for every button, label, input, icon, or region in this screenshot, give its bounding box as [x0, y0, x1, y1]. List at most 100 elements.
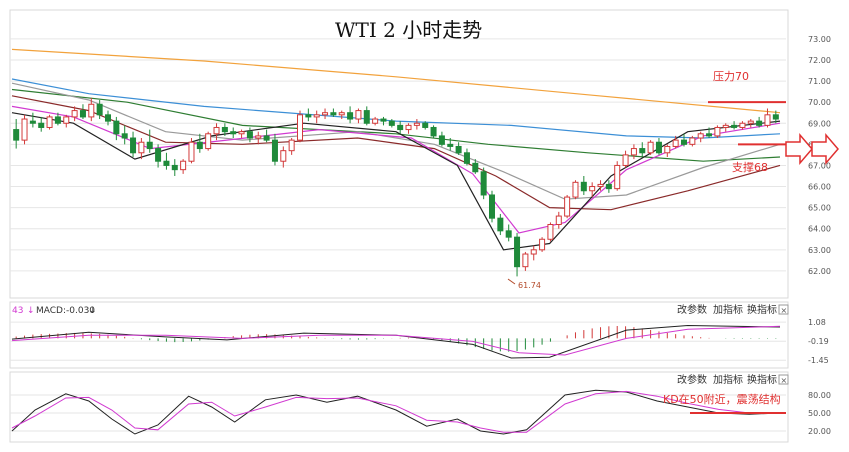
candle-body	[564, 196, 571, 217]
candle	[388, 119, 395, 128]
candle-body	[597, 183, 604, 188]
candle	[246, 127, 253, 143]
candle	[21, 114, 28, 145]
candle-body	[422, 122, 429, 128]
kd-d-line	[11, 390, 780, 433]
candle	[772, 110, 779, 124]
candle	[706, 127, 713, 139]
close-icon[interactable]: ×	[781, 306, 788, 315]
candle-body	[63, 116, 70, 124]
candle-body	[146, 141, 153, 150]
candle-body	[13, 129, 20, 141]
candle	[313, 110, 320, 124]
candle-body	[614, 164, 621, 190]
change-params-button[interactable]: 改参数	[677, 373, 707, 386]
candle-body	[655, 141, 662, 154]
candle	[205, 131, 212, 151]
candle	[146, 129, 153, 153]
resistance-label: 压力70	[713, 70, 749, 83]
candle-body	[689, 137, 696, 145]
candle-body	[113, 120, 120, 135]
candle-body	[647, 141, 654, 154]
candle	[363, 106, 370, 126]
candle	[438, 131, 445, 147]
candle-body	[255, 135, 262, 139]
candle	[714, 125, 721, 139]
candle-body	[555, 215, 562, 225]
candle	[163, 152, 170, 170]
low-price-pointer	[507, 278, 516, 285]
candle-body	[747, 120, 754, 124]
add-indicator-button[interactable]: 加指标	[713, 303, 743, 316]
close-button[interactable]	[778, 304, 789, 315]
candle-body	[472, 162, 479, 173]
candle	[29, 112, 36, 128]
candle	[488, 190, 496, 223]
candle	[196, 133, 203, 153]
candle-body	[764, 114, 771, 126]
candle	[263, 129, 270, 143]
macd-panel: 1.08 -0.19 -1.45 43 ↓ MACD:-0.030 ↓ 改参数 加指…	[9, 301, 829, 369]
macd-dea-line	[11, 325, 781, 356]
candle	[630, 144, 637, 160]
candle	[296, 110, 304, 143]
price-tick-label: 64.00	[808, 225, 831, 234]
candle	[672, 135, 679, 149]
candle-body	[280, 150, 287, 162]
candle	[121, 125, 128, 145]
switch-indicator-button[interactable]: 换指标	[747, 373, 777, 386]
candle	[430, 125, 437, 139]
candle	[405, 123, 412, 134]
candle-body	[263, 135, 270, 141]
price-tick-label: 73.00	[808, 35, 831, 44]
add-indicator-button[interactable]: 加指标	[713, 373, 743, 386]
moving-average-line-magenta	[11, 105, 781, 234]
close-button[interactable]	[778, 374, 789, 385]
candle	[463, 148, 470, 166]
candle	[597, 180, 604, 191]
candle-body	[363, 110, 370, 124]
arrow-right-icon	[785, 132, 813, 166]
chart-title: WTI 2 小时走势	[335, 18, 482, 42]
candle	[46, 114, 53, 130]
price-tick-label: 66.00	[808, 183, 831, 192]
price-tick-label: 69.00	[808, 119, 831, 128]
price-panel: 73.0072.0071.0070.0069.0068.0067.0066.00…	[9, 9, 839, 299]
candle	[221, 123, 228, 136]
candle	[530, 245, 537, 261]
arrow-right-icon	[811, 132, 839, 166]
switch-indicator-button[interactable]: 换指标	[747, 303, 777, 316]
change-params-button[interactable]: 改参数	[677, 303, 707, 316]
candle-body	[488, 194, 496, 219]
moving-average-line-darkred	[11, 95, 781, 211]
candle	[605, 180, 612, 193]
candle	[514, 232, 521, 277]
candle-body	[380, 118, 387, 122]
candle-body	[338, 112, 345, 116]
candle-body	[130, 137, 137, 154]
candle	[271, 133, 278, 166]
candle	[188, 138, 195, 164]
moving-average-line-black	[11, 112, 781, 251]
close-icon[interactable]: ×	[781, 376, 788, 385]
candle	[555, 211, 562, 229]
candle	[288, 138, 295, 155]
candle	[614, 161, 621, 191]
candle-body	[438, 135, 445, 145]
candle-body	[213, 126, 220, 135]
price-tick-label: 62.00	[808, 267, 831, 276]
candle-body	[104, 114, 112, 122]
candle-body	[522, 253, 529, 268]
candle	[280, 146, 287, 168]
candle-body	[605, 183, 612, 190]
candle-body	[530, 249, 537, 255]
candle	[71, 106, 78, 122]
candle-body	[589, 186, 596, 192]
low-price-label: 61.74	[518, 281, 541, 290]
candle	[722, 123, 729, 132]
candle-body	[580, 181, 587, 192]
candle-body	[322, 112, 329, 116]
candle-body	[29, 120, 36, 124]
candle-body	[271, 139, 278, 162]
price-tick-label: 72.00	[808, 56, 831, 65]
